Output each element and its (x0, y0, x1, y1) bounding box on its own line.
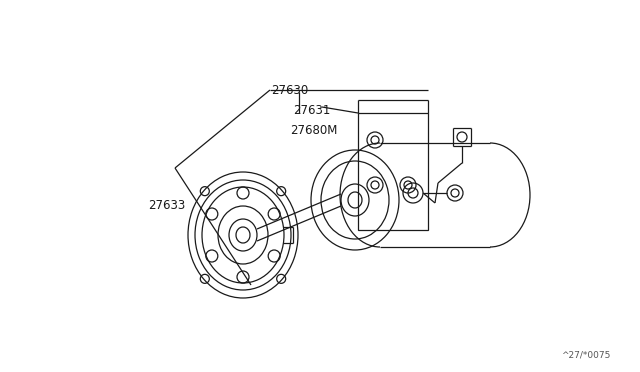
Text: ^27/*0075: ^27/*0075 (561, 350, 610, 359)
Text: 27680M: 27680M (290, 124, 337, 137)
Text: 27630: 27630 (271, 83, 308, 96)
Text: 27633: 27633 (148, 199, 185, 212)
Text: 27631: 27631 (293, 103, 330, 116)
